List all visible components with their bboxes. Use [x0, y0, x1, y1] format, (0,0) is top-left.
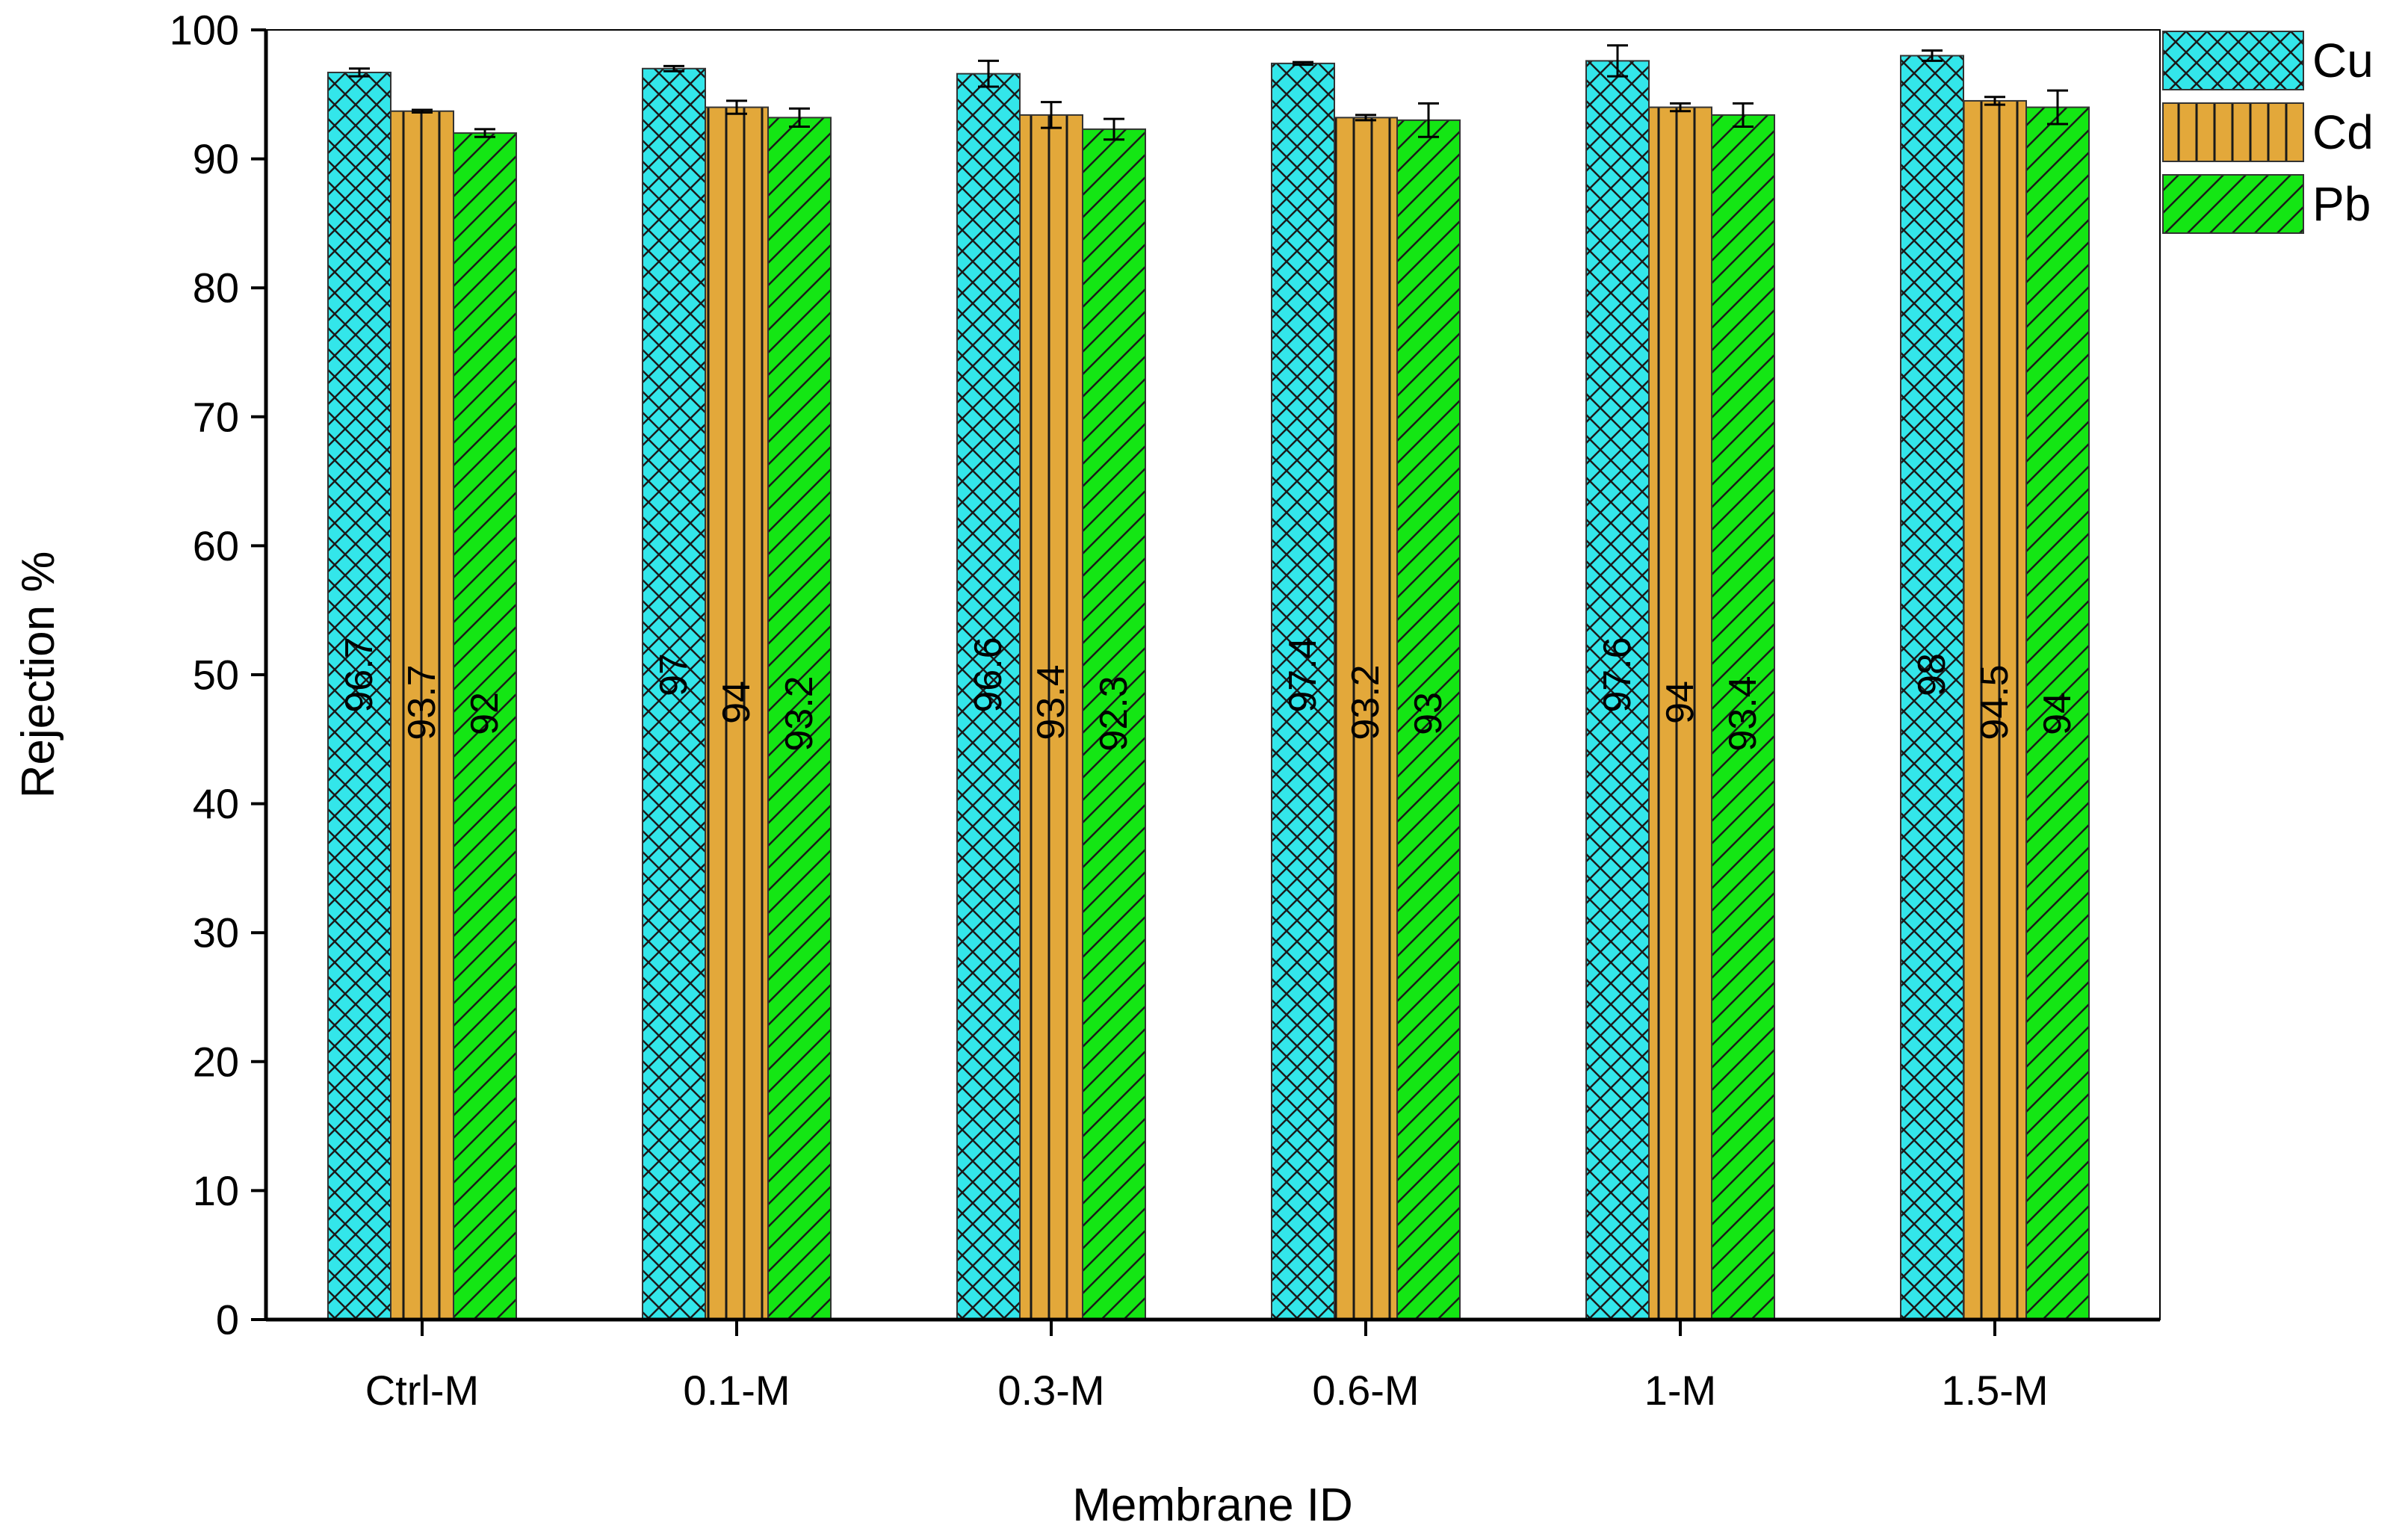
- error-bar-pb: [474, 128, 495, 138]
- x-tick-label: 0.1-M: [683, 1367, 790, 1414]
- error-bar-pb: [2047, 89, 2068, 126]
- error-bar-cd: [1355, 114, 1376, 122]
- error-bar-cd: [726, 99, 747, 115]
- data-label-pb: 93: [1407, 692, 1450, 735]
- bar-cd-pattern: [1334, 117, 1398, 1320]
- y-tick-label: 90: [193, 135, 239, 182]
- data-label-cu: 98: [1910, 653, 1954, 696]
- y-tick-label: 80: [193, 265, 239, 312]
- data-label-pb: 93.4: [1721, 675, 1765, 751]
- data-label-pb: 92.3: [1092, 675, 1136, 751]
- bar-pb-pattern: [1082, 128, 1146, 1321]
- bar-pb-pattern: [2025, 106, 2090, 1320]
- bar-cu-pattern: [1585, 60, 1650, 1321]
- error-bar-pb: [1733, 102, 1754, 128]
- y-tick-label: 70: [193, 393, 239, 440]
- data-label-pb: 92: [463, 692, 507, 735]
- y-axis-title: Rejection %: [13, 551, 64, 799]
- x-tick-label: Ctrl-M: [365, 1367, 479, 1414]
- data-label-cu: 97.4: [1281, 637, 1325, 712]
- y-tick-label: 60: [193, 522, 239, 569]
- x-axis-title: Membrane ID: [1072, 1479, 1353, 1531]
- legend: Cu Cd Pb: [2162, 31, 2374, 234]
- y-tick-label: 20: [193, 1038, 239, 1085]
- error-bar-cd: [412, 108, 433, 114]
- data-label-cd: 93.2: [1344, 664, 1387, 740]
- y-tick-label: 10: [193, 1167, 239, 1214]
- data-label-cu: 97.6: [1596, 637, 1639, 712]
- error-bar-cd: [1984, 96, 2005, 106]
- error-bar-cd: [1041, 101, 1062, 129]
- x-tick-label: 0.6-M: [1312, 1367, 1419, 1414]
- y-tick-label: 50: [193, 652, 239, 699]
- data-label-cd: 94.5: [1973, 664, 2017, 740]
- error-bar-cu: [1293, 61, 1313, 67]
- error-bar-cu: [1607, 44, 1628, 78]
- bar-cd-pattern: [705, 106, 769, 1320]
- data-label-cu: 96.6: [967, 637, 1010, 712]
- x-tick-label: 0.3-M: [997, 1367, 1104, 1414]
- bar-pb-pattern: [1396, 119, 1461, 1321]
- y-tick-label: 30: [193, 909, 239, 956]
- bar-cu-pattern: [327, 71, 391, 1320]
- data-label-cd: 94: [715, 681, 758, 724]
- data-label-cd: 93.4: [1030, 664, 1073, 740]
- legend-label: Pb: [2312, 177, 2371, 231]
- legend-item-pb: Pb: [2162, 174, 2371, 234]
- axes-layer: 0 10 20 30 40 50 60 70 80 90 100 Ctrl-M 0.1-M 0.3-M 0.…: [170, 7, 2160, 1414]
- legend-label: Cu: [2312, 34, 2374, 87]
- error-bar-pb: [1418, 102, 1439, 138]
- data-label-cd: 93.7: [400, 664, 444, 740]
- bar-pb-pattern: [1711, 114, 1775, 1320]
- bar-cu-pattern: [956, 72, 1021, 1321]
- legend-label: Cd: [2312, 105, 2374, 159]
- x-tick-label: 1-M: [1644, 1367, 1716, 1414]
- bar-pb-pattern: [453, 132, 517, 1321]
- data-label-cu: 97: [652, 653, 696, 696]
- bars-layer: 96.7 93.7 92 97 94 93.2 96.6 93.4 92.3 97.4 93.2 93…: [327, 44, 2090, 1321]
- error-bar-cu: [1922, 49, 1943, 62]
- data-label-pb: 94: [2036, 692, 2079, 735]
- data-label-cd: 94: [1659, 681, 1702, 724]
- error-bar-pb: [1104, 117, 1124, 141]
- error-bar-cd: [1670, 102, 1691, 113]
- error-bar-cu: [349, 67, 370, 78]
- legend-item-cu: Cu: [2162, 31, 2374, 90]
- plot-frame: [265, 29, 2161, 1320]
- error-bar-cu: [978, 59, 999, 88]
- bar-cd-pattern: [1963, 99, 2027, 1320]
- y-tick-label: 40: [193, 780, 239, 827]
- data-label-pb: 93.2: [778, 675, 821, 751]
- bar-cd-pattern: [1019, 114, 1083, 1320]
- y-tick-label: 0: [216, 1296, 239, 1343]
- error-bar-pb: [789, 107, 810, 128]
- bar-pb-pattern: [767, 117, 832, 1320]
- y-tick-label: 100: [170, 7, 239, 54]
- bar-cu-pattern: [1271, 62, 1335, 1321]
- error-bar-cu: [663, 64, 684, 72]
- x-tick-label: 1.5-M: [1941, 1367, 2048, 1414]
- data-label-cu: 96.7: [338, 637, 381, 712]
- legend-item-cd: Cd: [2162, 102, 2374, 162]
